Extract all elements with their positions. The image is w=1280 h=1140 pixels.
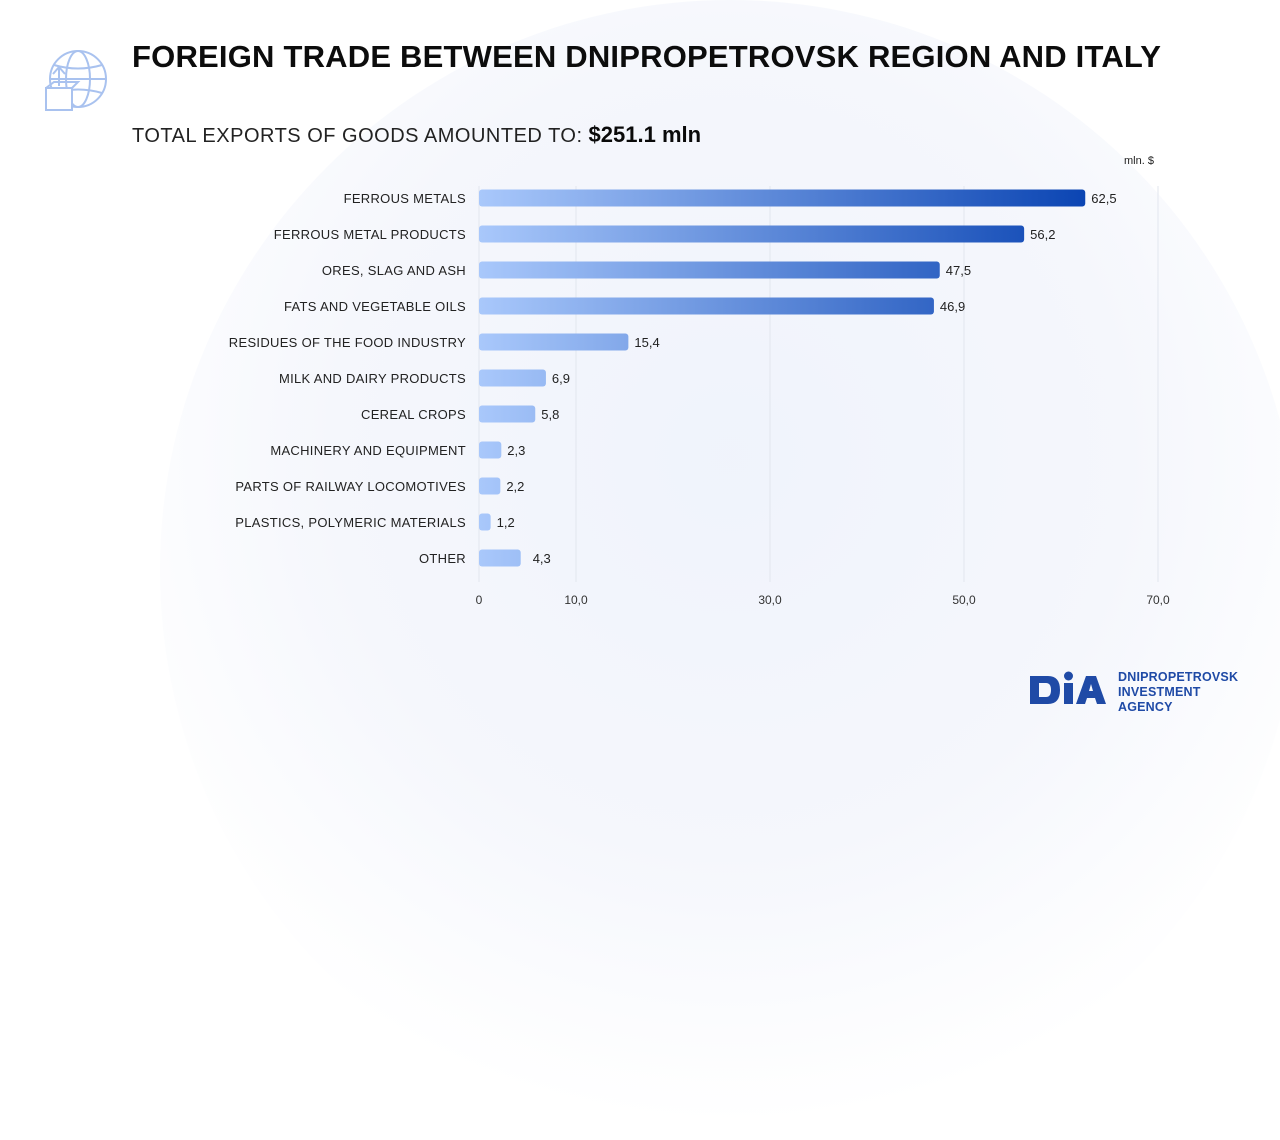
bar: [479, 333, 629, 351]
value-label: 15,4: [634, 335, 659, 350]
value-label: 62,5: [1091, 191, 1116, 206]
bar: [479, 369, 546, 387]
globe-export-icon: [45, 50, 107, 111]
x-tick-label: 30,0: [758, 593, 782, 607]
bar: [479, 477, 501, 495]
value-label: 56,2: [1030, 227, 1055, 242]
page-title: FOREIGN TRADE BETWEEN DNIPROPETROVSK REG…: [132, 39, 1162, 74]
bar: [479, 441, 502, 459]
bar: [479, 261, 940, 279]
category-label: RESIDUES OF THE FOOD INDUSTRY: [229, 335, 466, 350]
exports-bar-chart: FERROUS METALS 62,5 FERROUS METAL PRODUCTS…: [229, 186, 1170, 607]
category-label: OTHER: [419, 551, 466, 566]
total-exports-line: TOTAL EXPORTS OF GOODS AMOUNTED TO: $251.…: [132, 120, 701, 151]
category-label: FERROUS METALS: [344, 191, 466, 206]
value-label: 1,2: [497, 515, 515, 530]
unit-label: mln. $: [1124, 155, 1154, 167]
category-label: MACHINERY AND EQUIPMENT: [270, 443, 466, 458]
category-label: ORES, SLAG AND ASH: [322, 263, 466, 278]
value-label: 6,9: [552, 371, 570, 386]
total-exports-value: $251.1 mln: [588, 122, 702, 147]
x-tick-label: 70,0: [1146, 593, 1170, 607]
value-label: 2,3: [507, 443, 525, 458]
x-tick-label: 50,0: [952, 593, 976, 607]
value-label: 46,9: [940, 299, 965, 314]
category-label: FATS AND VEGETABLE OILS: [284, 299, 466, 314]
category-label: CEREAL CROPS: [361, 407, 466, 422]
x-tick-label: 0: [476, 593, 483, 607]
x-tick-label: 10,0: [564, 593, 588, 607]
agency-name-line1: DNIPROPETROVSK: [1118, 670, 1239, 684]
bar: [479, 513, 491, 531]
value-label: 5,8: [541, 407, 559, 422]
bar: [479, 189, 1086, 207]
bar: [479, 225, 1025, 243]
category-label: FERROUS METAL PRODUCTS: [274, 227, 466, 242]
category-label: PLASTICS, POLYMERIC MATERIALS: [235, 515, 466, 530]
value-label: 2,2: [506, 479, 524, 494]
bar: [479, 405, 536, 423]
agency-name: DNIPROPETROVSK INVESTMENT AGENCY: [1118, 670, 1248, 715]
category-label: PARTS OF RAILWAY LOCOMOTIVES: [235, 479, 466, 494]
category-label: MILK AND DAIRY PRODUCTS: [279, 371, 466, 386]
value-label: 4,3: [533, 551, 551, 566]
bar: [479, 549, 521, 567]
bar: [479, 297, 934, 315]
dia-logo-icon: [1030, 670, 1112, 710]
agency-name-line2: INVESTMENT AGENCY: [1118, 685, 1201, 714]
value-label: 47,5: [946, 263, 971, 278]
total-exports-label: TOTAL EXPORTS OF GOODS AMOUNTED TO:: [132, 125, 583, 147]
